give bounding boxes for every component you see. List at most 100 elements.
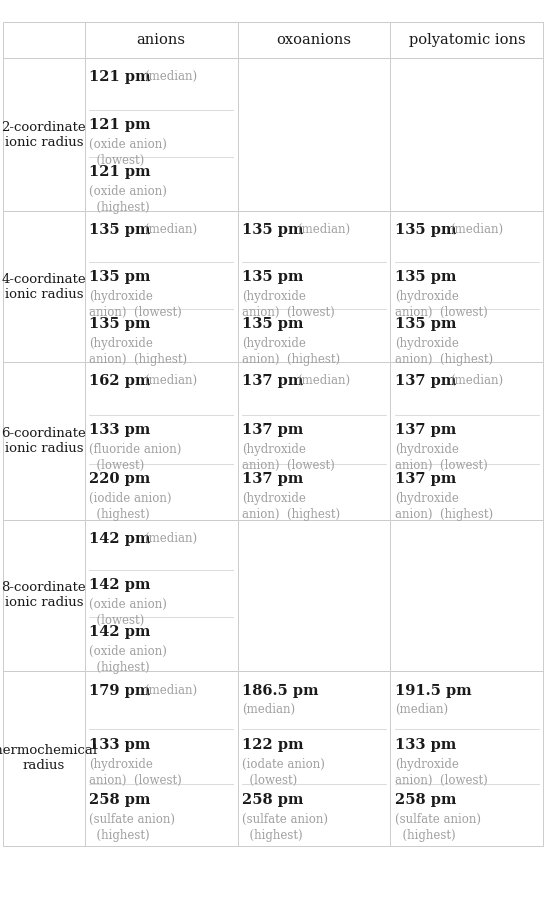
- Text: anion)  (highest): anion) (highest): [89, 352, 187, 366]
- Text: 258 pm: 258 pm: [242, 793, 304, 807]
- Text: (iodate anion): (iodate anion): [242, 758, 325, 771]
- Text: (sulfate anion): (sulfate anion): [395, 813, 481, 826]
- Text: (highest): (highest): [395, 829, 455, 842]
- Text: (hydroxide: (hydroxide: [242, 443, 306, 456]
- Text: (median): (median): [450, 223, 503, 236]
- Text: 121 pm: 121 pm: [89, 118, 151, 132]
- Text: (hydroxide: (hydroxide: [242, 289, 306, 303]
- Text: 135 pm: 135 pm: [395, 223, 456, 237]
- Text: 8-coordinate
ionic radius: 8-coordinate ionic radius: [2, 581, 86, 610]
- Text: (median): (median): [242, 703, 295, 717]
- Text: 220 pm: 220 pm: [89, 472, 151, 486]
- Text: (oxide anion): (oxide anion): [89, 138, 167, 151]
- Bar: [390, 520, 543, 671]
- Text: anion)  (lowest): anion) (lowest): [395, 774, 488, 788]
- Text: (hydroxide: (hydroxide: [242, 492, 306, 505]
- Text: (median): (median): [297, 375, 351, 387]
- Text: 179 pm: 179 pm: [89, 683, 151, 698]
- Text: 137 pm: 137 pm: [395, 375, 456, 388]
- Text: 135 pm: 135 pm: [395, 270, 456, 284]
- Bar: [390, 211, 543, 362]
- Text: 121 pm: 121 pm: [89, 70, 151, 85]
- Text: (median): (median): [297, 223, 351, 236]
- Text: (highest): (highest): [89, 508, 150, 521]
- Text: (median): (median): [144, 531, 198, 545]
- Bar: [390, 22, 543, 58]
- Bar: [85, 211, 238, 362]
- Text: 258 pm: 258 pm: [395, 793, 456, 807]
- Bar: [238, 211, 390, 362]
- Text: 135 pm: 135 pm: [242, 316, 304, 331]
- Text: (lowest): (lowest): [89, 459, 145, 472]
- Text: 6-coordinate
ionic radius: 6-coordinate ionic radius: [2, 427, 86, 455]
- Text: (hydroxide: (hydroxide: [395, 443, 459, 456]
- Text: 142 pm: 142 pm: [89, 531, 151, 546]
- Text: 142 pm: 142 pm: [89, 625, 151, 639]
- Bar: [238, 22, 390, 58]
- Text: 133 pm: 133 pm: [395, 738, 456, 752]
- Text: (lowest): (lowest): [89, 614, 145, 628]
- Text: 133 pm: 133 pm: [89, 738, 151, 752]
- Text: (hydroxide: (hydroxide: [395, 289, 459, 303]
- Bar: [85, 58, 238, 211]
- Text: (hydroxide: (hydroxide: [89, 336, 153, 350]
- Text: 2-coordinate
ionic radius: 2-coordinate ionic radius: [2, 120, 86, 149]
- Text: (highest): (highest): [89, 661, 150, 674]
- Text: 162 pm: 162 pm: [89, 375, 151, 388]
- Text: 135 pm: 135 pm: [89, 316, 151, 331]
- Text: (oxide anion): (oxide anion): [89, 645, 167, 658]
- Text: 122 pm: 122 pm: [242, 738, 304, 752]
- Text: thermochemical
radius: thermochemical radius: [0, 744, 98, 772]
- Text: 191.5 pm: 191.5 pm: [395, 683, 471, 698]
- Text: 133 pm: 133 pm: [89, 423, 151, 437]
- Text: (hydroxide: (hydroxide: [395, 336, 459, 350]
- Text: (highest): (highest): [242, 829, 302, 842]
- Text: (oxide anion): (oxide anion): [89, 185, 167, 198]
- Bar: [238, 362, 390, 520]
- Text: 186.5 pm: 186.5 pm: [242, 683, 318, 698]
- Text: 137 pm: 137 pm: [242, 423, 303, 437]
- Text: 135 pm: 135 pm: [395, 316, 456, 331]
- Bar: [390, 58, 543, 211]
- Bar: [238, 520, 390, 671]
- Text: (hydroxide: (hydroxide: [242, 336, 306, 350]
- Text: (hydroxide: (hydroxide: [89, 758, 153, 771]
- Text: anion)  (lowest): anion) (lowest): [242, 459, 335, 472]
- Text: anion)  (highest): anion) (highest): [395, 508, 493, 521]
- Text: (highest): (highest): [89, 201, 150, 214]
- Bar: [85, 362, 238, 520]
- Text: (fluoride anion): (fluoride anion): [89, 443, 182, 456]
- Text: anion)  (lowest): anion) (lowest): [242, 306, 335, 319]
- Bar: [3, 211, 85, 362]
- Text: (hydroxide: (hydroxide: [395, 758, 459, 771]
- Text: 135 pm: 135 pm: [89, 223, 151, 237]
- Text: 142 pm: 142 pm: [89, 578, 151, 592]
- Text: 137 pm: 137 pm: [395, 423, 456, 437]
- Text: (median): (median): [395, 703, 448, 717]
- Bar: [238, 671, 390, 846]
- Text: (median): (median): [144, 683, 198, 697]
- Text: (sulfate anion): (sulfate anion): [242, 813, 328, 826]
- Text: (sulfate anion): (sulfate anion): [89, 813, 175, 826]
- Text: anion)  (lowest): anion) (lowest): [395, 306, 488, 319]
- Bar: [3, 22, 85, 58]
- Text: 137 pm: 137 pm: [395, 472, 456, 486]
- Bar: [390, 362, 543, 520]
- Text: (iodide anion): (iodide anion): [89, 492, 171, 505]
- Bar: [3, 520, 85, 671]
- Text: anions: anions: [136, 33, 186, 48]
- Text: 258 pm: 258 pm: [89, 793, 151, 807]
- Text: oxoanions: oxoanions: [276, 33, 352, 48]
- Text: 4-coordinate
ionic radius: 4-coordinate ionic radius: [2, 272, 86, 301]
- Bar: [3, 362, 85, 520]
- Text: anion)  (lowest): anion) (lowest): [89, 306, 182, 319]
- Bar: [3, 58, 85, 211]
- Text: polyatomic ions: polyatomic ions: [408, 33, 525, 48]
- Bar: [85, 22, 238, 58]
- Text: (hydroxide: (hydroxide: [395, 492, 459, 505]
- Text: 135 pm: 135 pm: [242, 270, 304, 284]
- Bar: [3, 671, 85, 846]
- Text: (median): (median): [144, 223, 198, 236]
- Text: (highest): (highest): [89, 829, 150, 842]
- Text: anion)  (lowest): anion) (lowest): [395, 459, 488, 472]
